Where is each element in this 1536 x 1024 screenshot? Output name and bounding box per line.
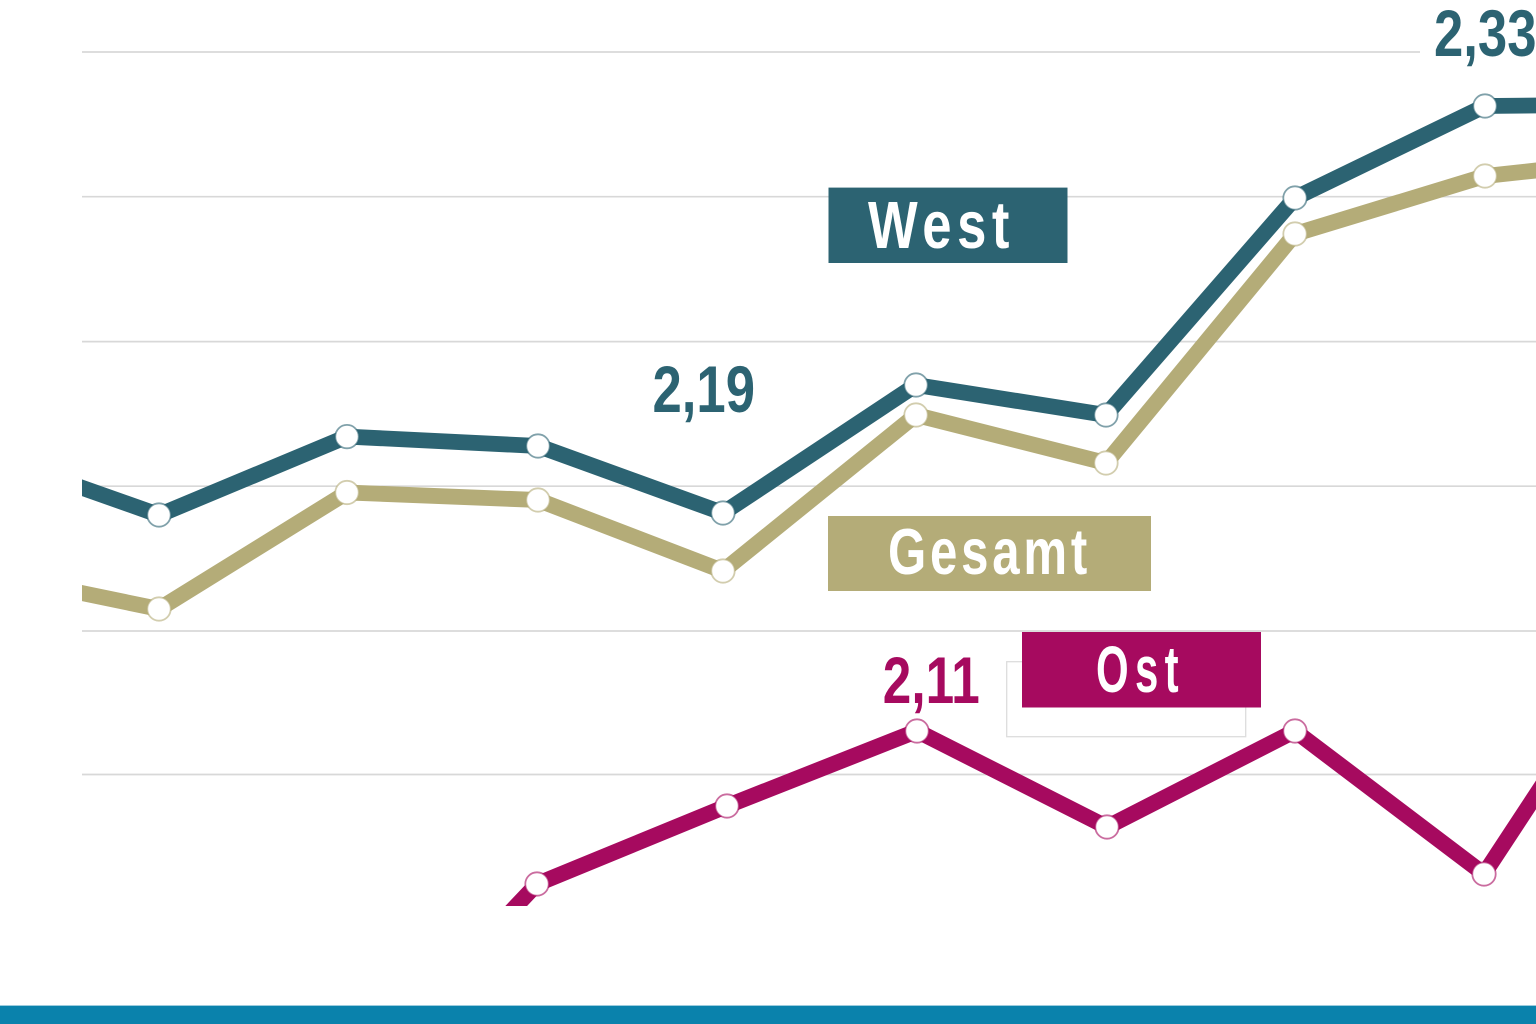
svg-text:2,11: 2,11 [883,643,980,717]
svg-text:2,19: 2,19 [653,352,756,426]
svg-text:Ost: Ost [1096,632,1185,706]
svg-text:West: West [868,189,1015,263]
svg-text:Gesamt: Gesamt [888,515,1091,588]
svg-text:2,33: 2,33 [1434,0,1536,70]
